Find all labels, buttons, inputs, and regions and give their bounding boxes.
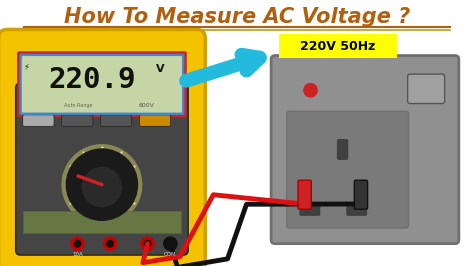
Circle shape bbox=[71, 237, 84, 250]
Text: 10A: 10A bbox=[72, 252, 83, 257]
FancyBboxPatch shape bbox=[16, 83, 188, 255]
FancyBboxPatch shape bbox=[271, 56, 459, 244]
Circle shape bbox=[103, 237, 117, 250]
Circle shape bbox=[304, 84, 317, 97]
Circle shape bbox=[82, 167, 121, 207]
FancyBboxPatch shape bbox=[62, 115, 93, 126]
FancyBboxPatch shape bbox=[337, 139, 348, 160]
FancyBboxPatch shape bbox=[408, 74, 445, 103]
FancyBboxPatch shape bbox=[298, 180, 311, 209]
Text: How To Measure AC Voltage ?: How To Measure AC Voltage ? bbox=[64, 7, 410, 27]
FancyBboxPatch shape bbox=[23, 115, 54, 126]
Circle shape bbox=[167, 240, 173, 247]
FancyBboxPatch shape bbox=[19, 54, 184, 115]
Text: 220.9: 220.9 bbox=[49, 66, 136, 94]
FancyBboxPatch shape bbox=[0, 30, 205, 266]
Circle shape bbox=[144, 240, 151, 247]
FancyBboxPatch shape bbox=[22, 56, 182, 113]
Text: 220V 50Hz: 220V 50Hz bbox=[300, 40, 376, 53]
FancyBboxPatch shape bbox=[17, 51, 187, 117]
FancyBboxPatch shape bbox=[23, 211, 181, 233]
FancyBboxPatch shape bbox=[354, 180, 368, 209]
Text: COM: COM bbox=[164, 252, 177, 257]
Circle shape bbox=[74, 240, 81, 247]
Text: ⚡: ⚡ bbox=[23, 62, 29, 71]
FancyBboxPatch shape bbox=[287, 111, 409, 228]
FancyBboxPatch shape bbox=[100, 115, 132, 126]
FancyBboxPatch shape bbox=[300, 203, 320, 216]
Circle shape bbox=[107, 240, 113, 247]
FancyBboxPatch shape bbox=[346, 203, 367, 216]
Circle shape bbox=[141, 237, 154, 250]
FancyBboxPatch shape bbox=[139, 115, 171, 126]
Text: Auto Range: Auto Range bbox=[64, 103, 92, 107]
Circle shape bbox=[164, 237, 177, 250]
Circle shape bbox=[62, 145, 142, 225]
Circle shape bbox=[66, 149, 137, 220]
Text: 600V: 600V bbox=[138, 103, 154, 107]
FancyBboxPatch shape bbox=[279, 34, 397, 59]
Text: V: V bbox=[156, 64, 165, 74]
